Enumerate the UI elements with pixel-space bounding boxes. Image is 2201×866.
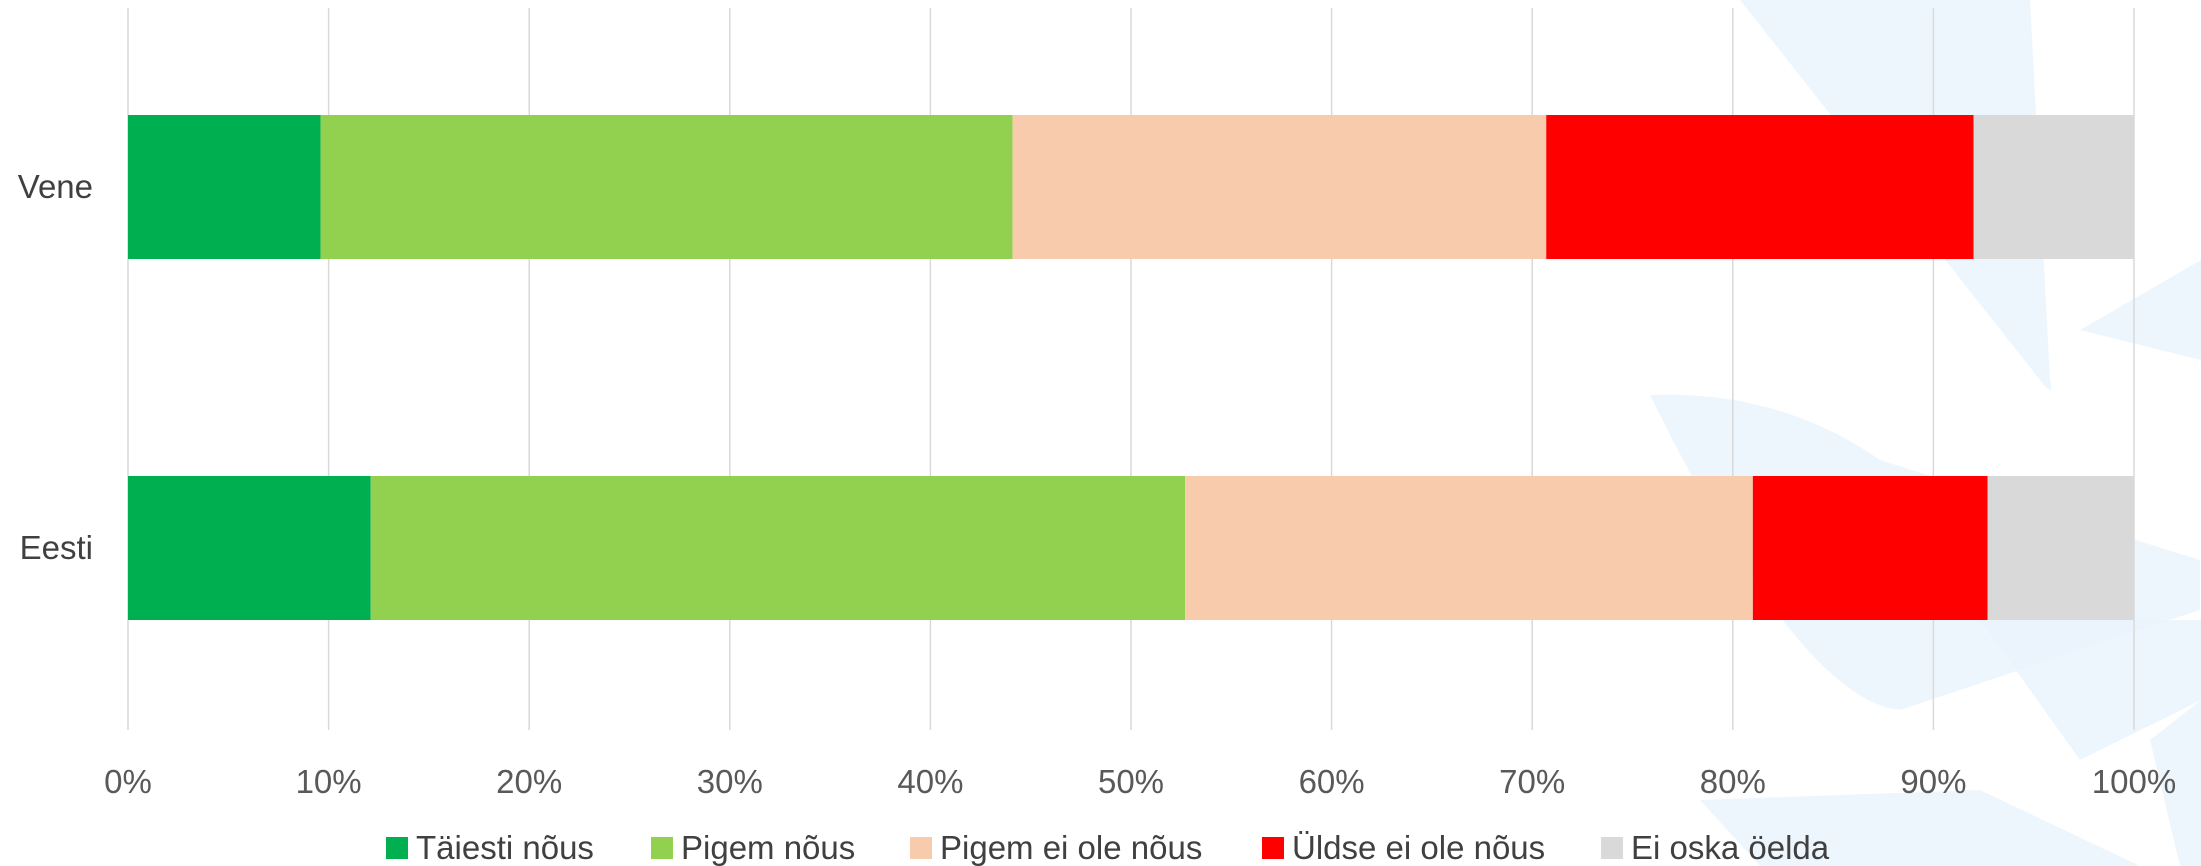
bar-segment (370, 476, 1186, 620)
x-tick-label: 30% (697, 763, 763, 800)
background-watermark (1650, 0, 2201, 866)
x-tick-label: 60% (1299, 763, 1365, 800)
x-tick-label: 20% (496, 763, 562, 800)
category-label: Vene (18, 168, 93, 205)
bar-segment (320, 115, 1013, 259)
legend-swatch (1262, 837, 1284, 859)
bar-segment (1185, 476, 1753, 620)
legend-swatch (910, 837, 932, 859)
x-tick-label: 80% (1700, 763, 1766, 800)
bar-segment (1012, 115, 1547, 259)
x-tick-label: 50% (1098, 763, 1164, 800)
legend-swatch (651, 837, 673, 859)
bars (128, 115, 2134, 620)
x-axis-ticks: 0% 10% 20% 30% 40% 50% 60% 70% 80% 90% 100% (104, 763, 2176, 800)
x-tick-label: 100% (2092, 763, 2176, 800)
legend-label: Üldse ei ole nõus (1292, 829, 1545, 866)
category-label: Eesti (20, 529, 93, 566)
legend-label: Pigem nõus (681, 829, 855, 866)
x-tick-label: 10% (296, 763, 362, 800)
bar-segment (1546, 115, 1974, 259)
legend: Täiesti nõus Pigem nõus Pigem ei ole nõus Ü… (386, 829, 1830, 866)
legend-swatch (1601, 837, 1623, 859)
bar-segment (128, 115, 321, 259)
legend-label: Pigem ei ole nõus (940, 829, 1202, 866)
x-tick-label: 0% (104, 763, 152, 800)
x-tick-label: 90% (1900, 763, 1966, 800)
x-tick-label: 70% (1499, 763, 1565, 800)
category-labels: Vene Eesti (18, 168, 93, 566)
legend-label: Täiesti nõus (416, 829, 594, 866)
bar-segment (1987, 476, 2134, 620)
legend-swatch (386, 837, 408, 859)
x-tick-label: 40% (897, 763, 963, 800)
bar-segment (1752, 476, 1988, 620)
legend-label: Ei oska öelda (1631, 829, 1830, 866)
bar-segment (128, 476, 371, 620)
bar-segment (1973, 115, 2134, 259)
